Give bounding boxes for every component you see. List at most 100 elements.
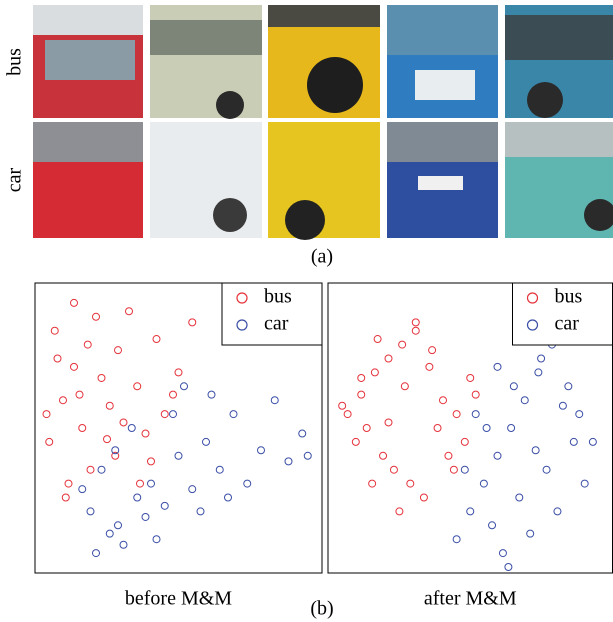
scatter-point (271, 397, 278, 404)
scatter-point (420, 494, 427, 501)
scatter-point (559, 402, 566, 409)
legend-label: car (264, 313, 289, 335)
scatter-point (76, 391, 83, 398)
scatter-point (467, 508, 474, 515)
scatter-point (429, 347, 436, 354)
bus-image-wheel (307, 57, 363, 113)
panel-label: (a) (311, 246, 333, 268)
scatter-point (142, 430, 149, 437)
scatter-point (106, 530, 113, 537)
scatter-point (532, 447, 539, 454)
scatter-point (93, 550, 100, 557)
scatter-point (115, 522, 122, 529)
scatter-point (396, 508, 403, 515)
scatter-point (148, 480, 155, 487)
row-label: car (4, 167, 26, 192)
scatter-point (565, 383, 572, 390)
figure: bus car (a) (b) buscarbefore M&Mbuscaraf… (0, 0, 613, 622)
bus-image-wheel (527, 82, 563, 118)
scatter-point (358, 374, 365, 381)
scatter-point (380, 452, 387, 459)
scatter-point (494, 452, 501, 459)
bus-image-window (505, 15, 613, 60)
scatter-point (467, 374, 474, 381)
scatter-point (543, 466, 550, 473)
scatter-point (134, 383, 141, 390)
scatter-point (181, 383, 188, 390)
x-axis-label: after M&M (424, 588, 517, 610)
scatter-point (304, 452, 311, 459)
scatter-point (142, 513, 149, 520)
scatter-point (43, 411, 50, 418)
scatter-point (374, 336, 381, 343)
scatter-point (175, 452, 182, 459)
scatter-point (54, 355, 61, 362)
scatter-point (453, 536, 460, 543)
scatter-point (120, 419, 127, 426)
scatter-point (510, 383, 517, 390)
scatter-point (258, 447, 265, 454)
scatter-point (371, 369, 378, 376)
scatter-point (369, 480, 376, 487)
scatter-point (197, 508, 204, 515)
scatter-point (407, 480, 414, 487)
scatter-point (581, 480, 588, 487)
legend-label: bus (264, 286, 292, 308)
scatter-point (230, 411, 237, 418)
scatter-point (87, 508, 94, 515)
scatter-point (71, 363, 78, 370)
scatter-point (79, 486, 86, 493)
scatter-point (399, 341, 406, 348)
scatter-point (87, 466, 94, 473)
scatter-point (170, 391, 177, 398)
scatter-point (46, 438, 53, 445)
legend-label: car (555, 313, 580, 335)
scatter-point (390, 466, 397, 473)
car-image-bg (505, 122, 613, 157)
scatter-point (516, 494, 523, 501)
scatter-point (106, 402, 113, 409)
scatter-point (51, 327, 58, 334)
scatter-point (576, 411, 583, 418)
scatter-point (161, 411, 168, 418)
scatter-point (363, 425, 370, 432)
scatter-point (453, 411, 460, 418)
row-label: bus (4, 48, 26, 76)
scatter-point (84, 341, 91, 348)
car-image-wheel (285, 200, 325, 240)
scatter-point (98, 374, 105, 381)
bus-image-wheel (216, 91, 244, 119)
scatter-point (60, 397, 67, 404)
image-grid (33, 5, 613, 240)
scatter-point (527, 530, 534, 537)
scatter-point (104, 436, 111, 443)
scatter-point (385, 419, 392, 426)
scatter-point (440, 397, 447, 404)
scatter-point (153, 336, 160, 343)
scatter-point (358, 391, 365, 398)
scatter-point (385, 355, 392, 362)
car-image-window (33, 122, 143, 162)
scatter-point (461, 438, 468, 445)
scatter-point (148, 458, 155, 465)
car-image-wheel (213, 198, 247, 232)
bus-image-sky (33, 5, 143, 35)
scatter-point (299, 430, 306, 437)
scatter-point (189, 319, 196, 326)
x-axis-label: before M&M (125, 588, 232, 610)
scatter-point (161, 502, 168, 509)
scatter-point (450, 466, 457, 473)
scatter-point (461, 466, 468, 473)
scatter-point (589, 438, 596, 445)
scatter-point (62, 494, 69, 501)
scatter-point (137, 480, 144, 487)
scatter-point (472, 411, 479, 418)
scatter-point (508, 425, 515, 432)
scatter-point (65, 480, 72, 487)
scatter-point (126, 308, 133, 315)
scatter-point (412, 327, 419, 334)
scatter-point (244, 480, 251, 487)
scatter-point (285, 458, 292, 465)
scatter-point (344, 411, 351, 418)
scatter-point (499, 550, 506, 557)
